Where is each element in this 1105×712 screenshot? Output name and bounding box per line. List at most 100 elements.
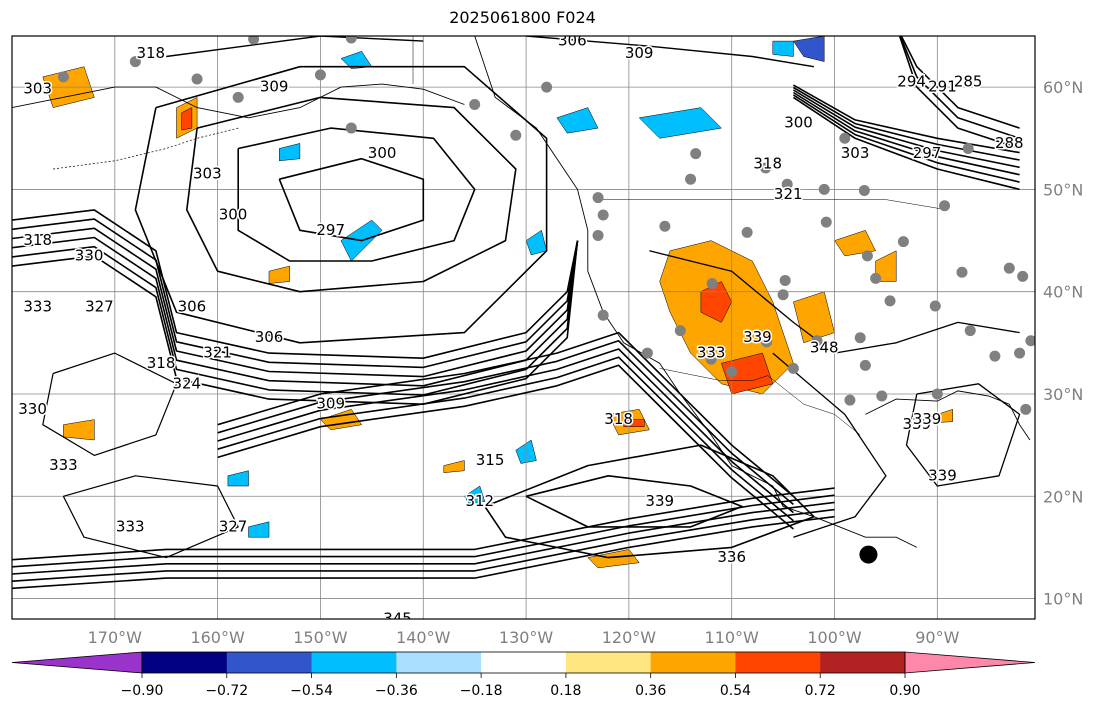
colorbar-segment [142, 652, 228, 673]
contour-label: 330 [75, 246, 104, 264]
theta-contour [12, 227, 579, 378]
longitude-label: 150°W [293, 628, 348, 647]
theta-contour [12, 515, 835, 590]
station-marker [989, 350, 1001, 362]
contour-label: 327 [219, 517, 248, 535]
theta-contour [898, 36, 1020, 150]
contour-label: 297 [913, 144, 942, 162]
colorbar-extend-high [904, 651, 1036, 674]
station-marker [1017, 270, 1029, 282]
theta-contour [792, 96, 1020, 191]
shading-blob [587, 549, 640, 569]
colorbar-tick-label: 0.72 [805, 683, 836, 699]
station-marker [674, 325, 686, 337]
shading-blob [443, 460, 465, 473]
colorbar-tick-label: 0.36 [635, 683, 666, 699]
theta-contour [217, 364, 794, 530]
station-marker [884, 295, 896, 307]
us-mexico-border [659, 368, 861, 436]
contour-label: 333 [116, 517, 145, 535]
contour-label: 306 [255, 328, 284, 346]
longitude-label: 130°W [499, 628, 554, 647]
theta-contour [900, 36, 1020, 129]
longitude-label: 110°W [705, 628, 760, 647]
theta-contour [792, 89, 1020, 169]
colorbar-segment [311, 652, 397, 673]
theta-contour [217, 356, 794, 522]
theta-contour [525, 475, 743, 528]
colorbar-tick-label: −0.72 [205, 683, 248, 699]
colorbar-tick-label: 0.18 [550, 683, 581, 699]
contour-label: 333 [49, 456, 78, 474]
station-marker [129, 56, 141, 68]
theta-contour [62, 475, 239, 559]
station-marker [191, 73, 203, 85]
colorbar-segment [565, 652, 652, 673]
contour-label: 303 [193, 165, 222, 183]
colorbar-tick-label: −0.54 [290, 683, 333, 699]
station-marker [787, 362, 799, 374]
station-marker [469, 99, 481, 111]
latitude-label: 20°N [1043, 487, 1083, 506]
gulf-coast [865, 390, 1031, 441]
colorbar-outline [141, 651, 906, 674]
station-marker-layer [57, 36, 1035, 564]
contour-label: 318 [753, 154, 782, 172]
contour-label: 306 [558, 32, 587, 50]
longitude-labels: 170°W 160°W 150°W 140°W 130°W 120°W 110°W 100°W… [88, 628, 960, 647]
chart-title: 2025061800 F024 [449, 8, 596, 27]
theta-contour-layer [12, 36, 1021, 590]
station-marker [1014, 347, 1026, 359]
theta-contour [12, 501, 835, 575]
theta-contour [12, 494, 835, 568]
latitude-label: 50°N [1043, 180, 1083, 199]
colorbar-tick-label: 0.54 [720, 683, 751, 699]
station-marker [641, 347, 653, 359]
latitude-label: 30°N [1043, 385, 1083, 404]
station-marker [779, 274, 791, 286]
shading-blob [268, 265, 290, 284]
station-marker [844, 394, 856, 406]
theta-contour [42, 352, 178, 456]
colorbar: −0.90 −0.72 −0.54 −0.36 −0.18 0.18 0.36 0.54 0.7… [11, 651, 1036, 699]
station-marker [690, 148, 702, 160]
station-marker [859, 359, 871, 371]
tropical-low-marker [859, 545, 878, 564]
contour-label: 285 [954, 73, 983, 91]
contour-label: 336 [717, 548, 746, 566]
longitude-label: 170°W [88, 628, 143, 647]
station-marker [897, 236, 909, 248]
station-marker [777, 289, 789, 301]
colorbar-tick-label: −0.18 [460, 683, 503, 699]
station-marker [818, 183, 830, 195]
station-marker [597, 209, 609, 221]
theta-contour [217, 340, 794, 506]
contour-label: 318 [136, 44, 165, 62]
station-marker [659, 220, 671, 232]
contour-label: 333 [23, 298, 52, 316]
latitude-label: 40°N [1043, 283, 1083, 302]
colorbar-segment [820, 652, 906, 673]
colorbar-segment [396, 652, 482, 673]
contour-label: 312 [465, 492, 494, 510]
shading-blob [834, 229, 876, 257]
contour-label: 345 [383, 610, 412, 628]
longitude-label: 100°W [807, 628, 862, 647]
station-marker [345, 36, 357, 44]
station-marker [761, 336, 773, 348]
theta-contour [905, 383, 1021, 487]
station-marker [510, 129, 522, 141]
contour-label: 300 [219, 205, 248, 223]
contour-label: 339 [913, 410, 942, 428]
coastline-layer [12, 36, 1031, 548]
station-marker [726, 365, 738, 377]
shading-blob [181, 107, 193, 131]
us-canada-border [598, 199, 948, 211]
contour-label: 309 [316, 395, 345, 413]
shading-blob [792, 36, 825, 62]
shading-blob [556, 107, 599, 134]
contour-label: 303 [841, 144, 870, 162]
contour-label: 297 [316, 221, 345, 239]
theta-contour [526, 36, 815, 68]
